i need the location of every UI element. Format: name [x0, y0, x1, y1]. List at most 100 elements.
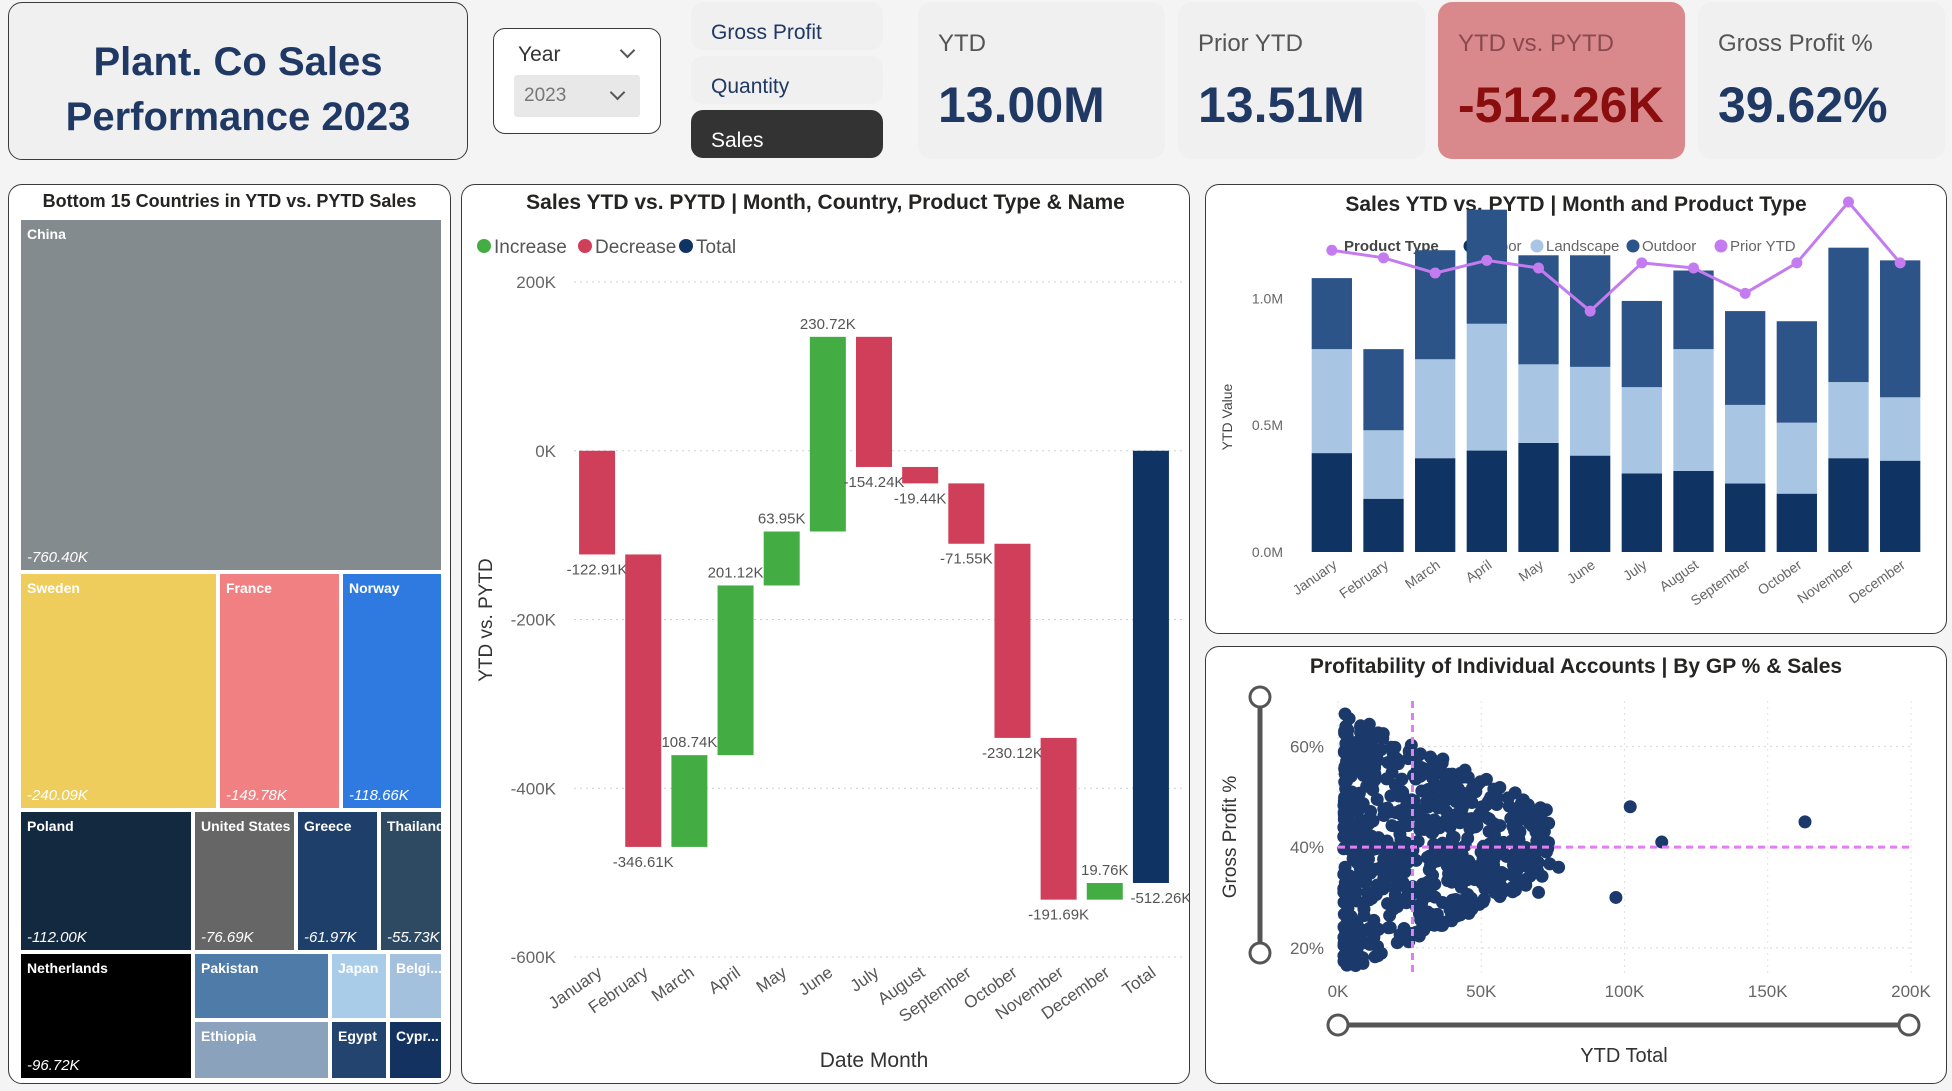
- treemap-tile[interactable]: Pakistan: [195, 954, 328, 1018]
- prior-ytd-point[interactable]: [1533, 262, 1544, 274]
- treemap-tile[interactable]: Cypr...: [390, 1022, 441, 1078]
- scatter-point[interactable]: [1338, 760, 1352, 774]
- prior-ytd-point[interactable]: [1326, 244, 1338, 256]
- scatter-point[interactable]: [1340, 915, 1354, 929]
- scatter-point[interactable]: [1533, 802, 1547, 816]
- stacked-bar-segment[interactable]: [1776, 422, 1817, 494]
- waterfall-bar[interactable]: [1086, 882, 1123, 900]
- waterfall-bar[interactable]: [717, 585, 754, 756]
- stacked-bar-segment[interactable]: [1776, 493, 1817, 552]
- scatter-point[interactable]: [1461, 873, 1475, 887]
- scatter-point[interactable]: [1345, 954, 1359, 968]
- stacked-bar-segment[interactable]: [1570, 366, 1611, 456]
- sales-button[interactable]: Sales: [691, 110, 883, 158]
- scatter-point[interactable]: [1346, 881, 1360, 895]
- stacked-bar-segment[interactable]: [1621, 387, 1662, 474]
- scatter-point[interactable]: [1367, 913, 1381, 927]
- scatter-point[interactable]: [1468, 864, 1482, 878]
- scatter-point[interactable]: [1535, 817, 1549, 831]
- scatter-point[interactable]: [1519, 872, 1533, 886]
- treemap-tile[interactable]: Belgi...: [390, 954, 442, 1018]
- prior-ytd-point[interactable]: [1688, 262, 1699, 274]
- scatter-point[interactable]: [1362, 717, 1376, 731]
- stacked-bar-segment[interactable]: [1518, 442, 1559, 552]
- scatter-point[interactable]: [1379, 838, 1393, 852]
- waterfall-bar[interactable]: [671, 755, 708, 847]
- scatter-point[interactable]: [1366, 770, 1380, 784]
- stacked-bar-segment[interactable]: [1415, 250, 1456, 360]
- scatter-point[interactable]: [1438, 915, 1452, 929]
- scatter-point[interactable]: [1350, 894, 1364, 908]
- scatter-point[interactable]: [1446, 838, 1460, 852]
- treemap-tile[interactable]: France -149.78K: [220, 574, 339, 808]
- scatter-point[interactable]: [1489, 822, 1503, 836]
- stacked-bar-segment[interactable]: [1466, 209, 1507, 324]
- scatter-point[interactable]: [1462, 898, 1476, 912]
- scatter-point[interactable]: [1371, 949, 1385, 963]
- treemap-tile[interactable]: Sweden -240.09K: [21, 574, 216, 808]
- scatter-point[interactable]: [1433, 792, 1447, 806]
- scatter-point[interactable]: [1344, 750, 1358, 764]
- prior-ytd-point[interactable]: [1378, 252, 1389, 264]
- scatter-point[interactable]: [1497, 846, 1511, 860]
- scatter-point[interactable]: [1421, 889, 1435, 903]
- scatter-point[interactable]: [1511, 850, 1525, 864]
- waterfall-bar[interactable]: [1040, 737, 1077, 900]
- scatter-point[interactable]: [1451, 782, 1465, 796]
- scatter-point[interactable]: [1366, 783, 1380, 797]
- y-range-slider-handle[interactable]: [1248, 685, 1272, 709]
- scatter-point[interactable]: [1443, 820, 1457, 834]
- scatter-point[interactable]: [1359, 756, 1373, 770]
- treemap-tile[interactable]: Norway -118.66K: [343, 574, 441, 808]
- stacked-bar-segment[interactable]: [1621, 300, 1662, 388]
- gross-profit-button[interactable]: Gross Profit: [691, 2, 883, 50]
- waterfall-bar[interactable]: [809, 336, 846, 532]
- scatter-point[interactable]: [1525, 862, 1539, 876]
- scatter-point[interactable]: [1456, 770, 1470, 784]
- scatter-point[interactable]: [1368, 731, 1382, 745]
- stacked-bar-segment[interactable]: [1725, 404, 1766, 484]
- scatter-point[interactable]: [1490, 790, 1504, 804]
- stacked-bar-segment[interactable]: [1673, 349, 1714, 471]
- quantity-button[interactable]: Quantity: [691, 56, 883, 104]
- stacked-bar-segment[interactable]: [1880, 460, 1921, 552]
- scatter-point[interactable]: [1452, 854, 1466, 868]
- scatter-point[interactable]: [1360, 886, 1374, 900]
- scatter-point[interactable]: [1407, 794, 1421, 808]
- scatter-point[interactable]: [1348, 845, 1362, 859]
- scatter-point[interactable]: [1388, 778, 1402, 792]
- stacked-bar-segment[interactable]: [1828, 247, 1869, 383]
- x-range-slider-handle[interactable]: [1326, 1013, 1350, 1037]
- scatter-point[interactable]: [1456, 798, 1470, 812]
- scatter-point[interactable]: [1385, 819, 1399, 833]
- scatter-point[interactable]: [1344, 824, 1358, 838]
- scatter-point[interactable]: [1387, 869, 1401, 883]
- scatter-point[interactable]: [1339, 719, 1353, 733]
- scatter-point[interactable]: [1377, 809, 1391, 823]
- treemap-tile[interactable]: Poland -112.00K: [21, 812, 191, 950]
- scatter-point[interactable]: [1340, 933, 1354, 947]
- waterfall-bar[interactable]: [948, 483, 985, 544]
- scatter-point[interactable]: [1387, 751, 1401, 765]
- stacked-bar-segment[interactable]: [1363, 430, 1404, 499]
- scatter-point[interactable]: [1445, 897, 1459, 911]
- scatter-point[interactable]: [1552, 860, 1566, 874]
- scatter-point[interactable]: [1370, 754, 1384, 768]
- waterfall-bar[interactable]: [856, 336, 892, 467]
- scatter-point[interactable]: [1393, 804, 1407, 818]
- stacked-bar-segment[interactable]: [1311, 278, 1352, 350]
- prior-ytd-point[interactable]: [1739, 287, 1751, 299]
- waterfall-bar[interactable]: [579, 450, 616, 555]
- treemap-tile[interactable]: China -760.40K: [21, 220, 441, 570]
- treemap-tile[interactable]: Ethiopia: [195, 1022, 328, 1078]
- scatter-point[interactable]: [1532, 885, 1546, 899]
- scatter-point[interactable]: [1413, 747, 1427, 761]
- scatter-point[interactable]: [1412, 806, 1426, 820]
- scatter-point[interactable]: [1501, 791, 1515, 805]
- waterfall-bar[interactable]: [763, 531, 800, 586]
- scatter-point[interactable]: [1623, 800, 1637, 814]
- scatter-point[interactable]: [1476, 895, 1490, 909]
- scatter-point[interactable]: [1469, 820, 1483, 834]
- scatter-point[interactable]: [1481, 858, 1495, 872]
- year-slicer[interactable]: Year 2023: [493, 28, 661, 134]
